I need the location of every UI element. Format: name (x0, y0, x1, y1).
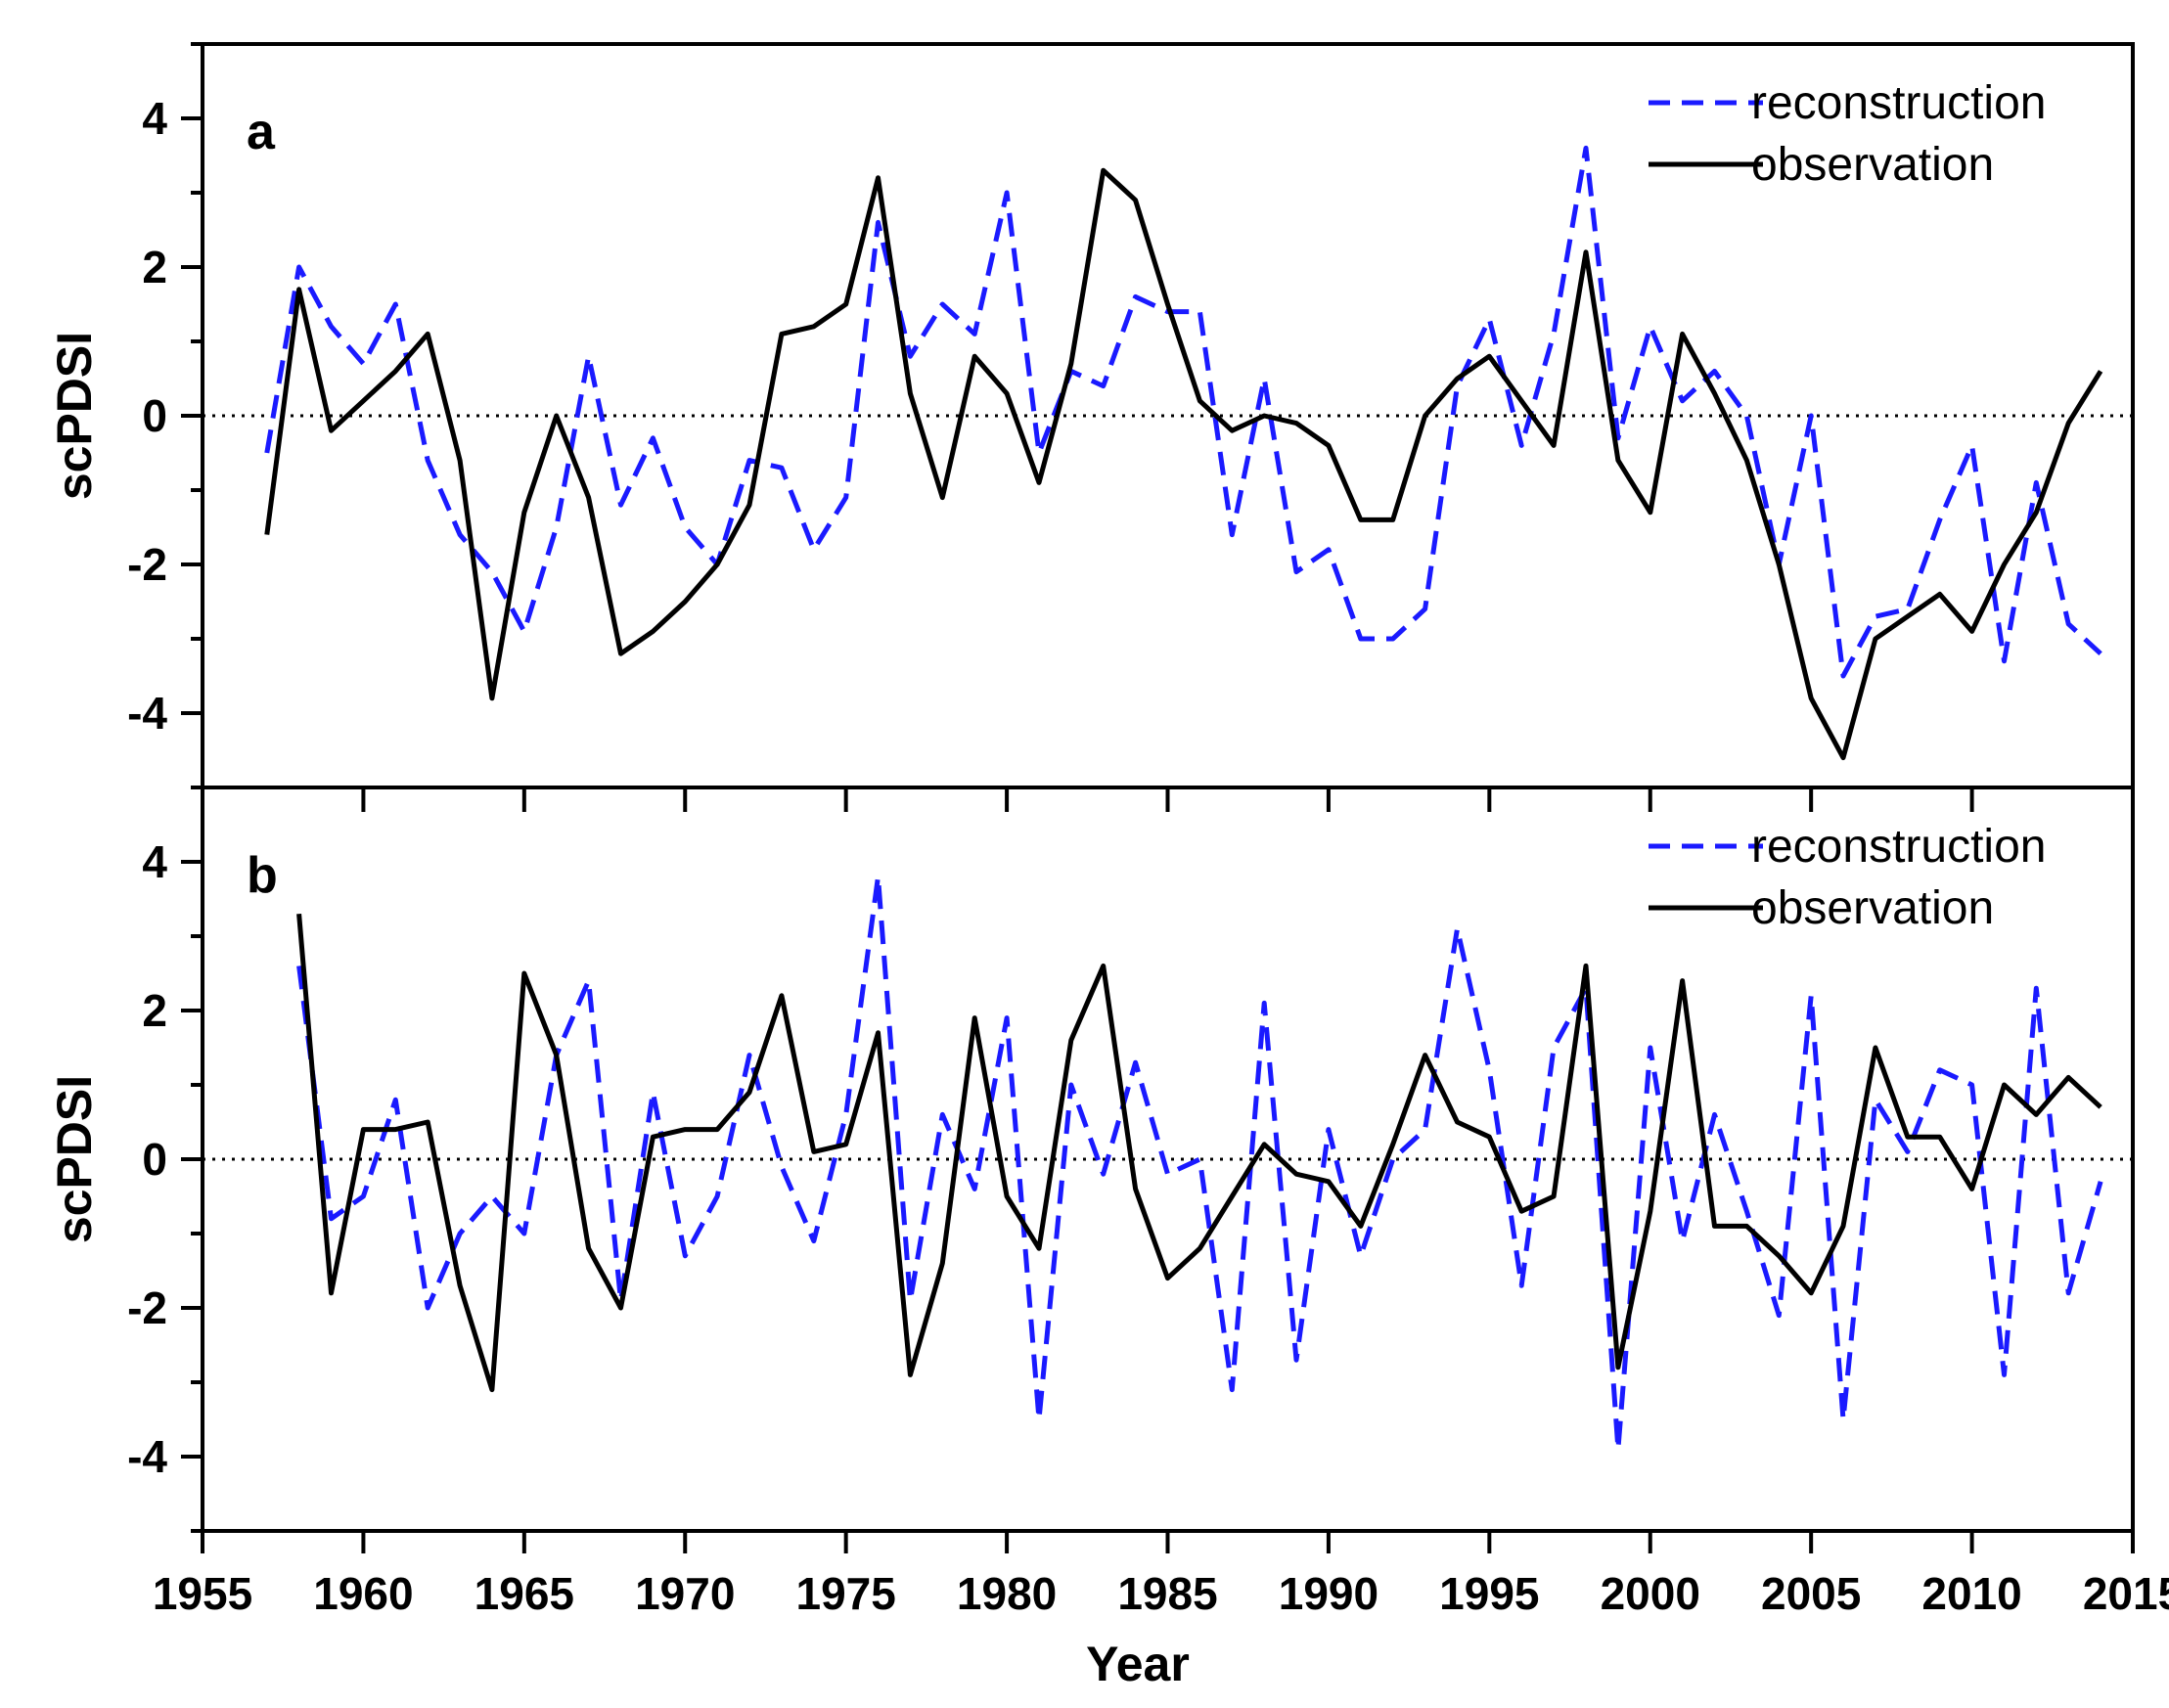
panel-a: -4 -2 0 2 4 a reconstruction observation (127, 42, 2135, 789)
x-tick-label: 2005 (1761, 1568, 1861, 1619)
x-tick-label: 1975 (795, 1568, 895, 1619)
panel-b-observation-line (296, 913, 2102, 1393)
panel-a-y-tick-label: -2 (127, 539, 167, 590)
panel-a-legend-reconstruction-label: reconstruction (1751, 77, 2046, 129)
panel-b-y-tick-label: 0 (142, 1134, 167, 1185)
panel-a-label: a (247, 104, 276, 160)
x-tick-label: 2010 (1921, 1568, 2021, 1619)
panel-a-reconstruction-line (264, 145, 2102, 679)
panel-b-series (296, 874, 2103, 1452)
panel-b-y-tick-label: 4 (142, 836, 167, 887)
x-axis: 1955 1960 1965 1970 1975 1980 1985 1990 1995 2000… (153, 787, 2169, 1619)
panel-b-y-tick-label: -4 (127, 1431, 167, 1482)
x-tick-label: 1970 (635, 1568, 735, 1619)
panel-b-reconstruction-line (296, 874, 2103, 1452)
panel-a-legend-observation-label: observation (1751, 139, 1994, 191)
y-axis-title-b: scPDSI (47, 1075, 102, 1243)
panel-b-label: b (247, 847, 278, 904)
panel-b-y-axis: -4 -2 0 2 4 (127, 786, 203, 1533)
x-tick-label: 1995 (1439, 1568, 1539, 1619)
panel-b-y-tick-label: 2 (142, 985, 167, 1036)
x-axis-title: Year (1086, 1637, 1190, 1691)
panel-b-legend: reconstruction observation (1649, 821, 2046, 934)
x-tick-label: 1965 (474, 1568, 574, 1619)
x-tick-label: 1985 (1117, 1568, 1217, 1619)
x-tick-label: 1960 (313, 1568, 413, 1619)
panel-a-y-tick-label: -4 (127, 688, 167, 739)
x-tick-label: 2015 (2083, 1568, 2169, 1619)
x-tick-label: 2000 (1601, 1568, 1700, 1619)
x-tick-label: 1980 (957, 1568, 1057, 1619)
panel-a-y-tick-label: 2 (142, 242, 167, 292)
panel-a-series (264, 145, 2103, 761)
panel-b: -4 -2 0 2 4 b reconstruction observation (127, 786, 2135, 1533)
panel-a-legend: reconstruction observation (1649, 77, 2046, 191)
panel-a-y-tick-label: 0 (142, 390, 167, 441)
y-axis-title-a: scPDSI (47, 332, 102, 500)
panel-b-legend-observation-label: observation (1751, 882, 1994, 934)
x-tick-label: 1955 (153, 1568, 252, 1619)
panel-a-observation-line (264, 167, 2103, 761)
panel-a-y-axis: -4 -2 0 2 4 (127, 42, 203, 789)
panel-b-y-tick-label: -2 (127, 1282, 167, 1333)
panel-a-y-tick-label: 4 (142, 93, 167, 144)
panel-b-legend-reconstruction-label: reconstruction (1751, 821, 2046, 873)
x-tick-label: 1990 (1279, 1568, 1378, 1619)
